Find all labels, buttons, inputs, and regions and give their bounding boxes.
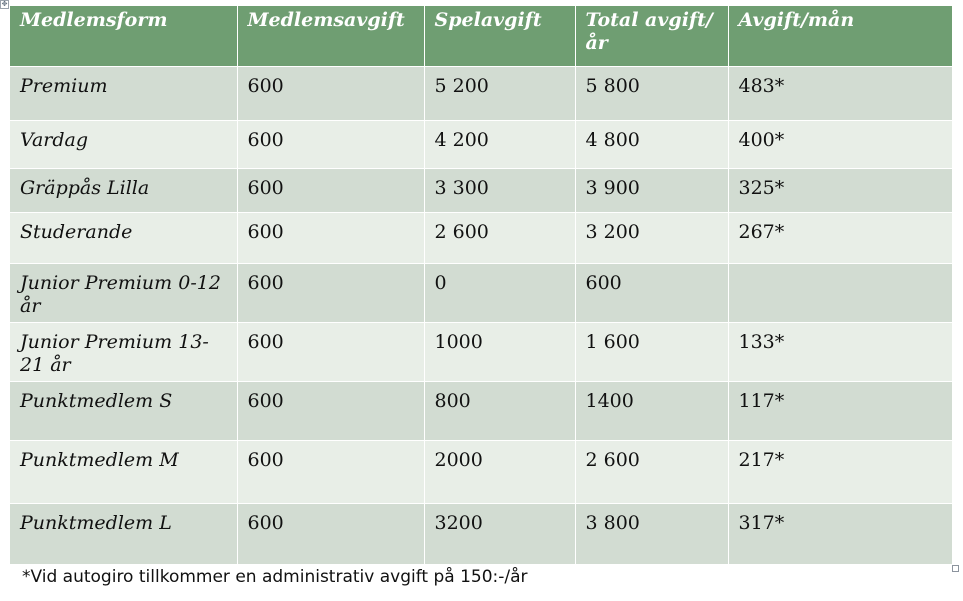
cell-medlemsavgift: 600: [237, 440, 425, 504]
cell-avgift-man: 400*: [728, 120, 952, 169]
cell-total-avgift: 3 900: [575, 168, 729, 213]
cell-spelavgift: 4 200: [424, 120, 576, 169]
table-row: Junior Premium 13-21 år 600 1000 1 600 1…: [10, 322, 952, 382]
cell-avgift-man: 267*: [728, 212, 952, 264]
cell-total-avgift: 1 600: [575, 322, 729, 382]
header-spelavgift: Spelavgift: [424, 6, 576, 67]
cell-spelavgift: 5 200: [424, 66, 576, 121]
table-row: Junior Premium 0-12 år 600 0 600: [10, 263, 952, 323]
cell-spelavgift: 3 300: [424, 168, 576, 213]
cell-medlemsavgift: 600: [237, 168, 425, 213]
cell-medlemsavgift: 600: [237, 120, 425, 169]
table-row: Vardag 600 4 200 4 800 400*: [10, 120, 952, 169]
table-resize-handle-icon[interactable]: [952, 565, 959, 572]
cell-medlemsavgift: 600: [237, 263, 425, 323]
cell-total-avgift: 5 800: [575, 66, 729, 121]
table-row: Punktmedlem L 600 3200 3 800 317*: [10, 503, 952, 565]
membership-fee-table: Medlemsform Medlemsavgift Spelavgift Tot…: [10, 6, 952, 565]
table-row: Studerande 600 2 600 3 200 267*: [10, 212, 952, 264]
cell-medlemsform: Vardag: [10, 120, 238, 169]
membership-fee-table-container: Medlemsform Medlemsavgift Spelavgift Tot…: [10, 6, 952, 565]
cell-medlemsavgift: 600: [237, 381, 425, 441]
header-medlemsform: Medlemsform: [10, 6, 238, 67]
table-move-handle-icon[interactable]: ✥: [0, 0, 9, 9]
cell-avgift-man: 325*: [728, 168, 952, 213]
cell-avgift-man: 483*: [728, 66, 952, 121]
table-row: Premium 600 5 200 5 800 483*: [10, 66, 952, 121]
cell-medlemsform: Punktmedlem S: [10, 381, 238, 441]
cell-total-avgift: 600: [575, 263, 729, 323]
table-row: Punktmedlem S 600 800 1400 117*: [10, 381, 952, 441]
cell-spelavgift: 2 600: [424, 212, 576, 264]
cell-spelavgift: 0: [424, 263, 576, 323]
cell-medlemsform: Junior Premium 13-21 år: [10, 322, 238, 382]
cell-medlemsform: Punktmedlem L: [10, 503, 238, 565]
footnote: *Vid autogiro tillkommer en administrati…: [22, 567, 528, 587]
cell-medlemsavgift: 600: [237, 212, 425, 264]
cell-spelavgift: 3200: [424, 503, 576, 565]
cell-spelavgift: 800: [424, 381, 576, 441]
cell-medlemsform: Junior Premium 0-12 år: [10, 263, 238, 323]
cell-total-avgift: 3 800: [575, 503, 729, 565]
cell-medlemsform: Gräppås Lilla: [10, 168, 238, 213]
cell-total-avgift: 4 800: [575, 120, 729, 169]
cell-medlemsavgift: 600: [237, 322, 425, 382]
cell-avgift-man: [728, 263, 952, 323]
cell-medlemsform: Premium: [10, 66, 238, 121]
cell-medlemsform: Studerande: [10, 212, 238, 264]
cell-avgift-man: 317*: [728, 503, 952, 565]
cell-avgift-man: 133*: [728, 322, 952, 382]
cell-spelavgift: 1000: [424, 322, 576, 382]
cell-total-avgift: 2 600: [575, 440, 729, 504]
cell-medlemsform: Punktmedlem M: [10, 440, 238, 504]
table-row: Punktmedlem M 600 2000 2 600 217*: [10, 440, 952, 504]
header-avgift-man: Avgift/mån: [728, 6, 952, 67]
cell-medlemsavgift: 600: [237, 503, 425, 565]
header-total-avgift: Total avgift/år: [575, 6, 729, 67]
cell-avgift-man: 217*: [728, 440, 952, 504]
table-header-row: Medlemsform Medlemsavgift Spelavgift Tot…: [10, 6, 952, 67]
cell-spelavgift: 2000: [424, 440, 576, 504]
table-row: Gräppås Lilla 600 3 300 3 900 325*: [10, 168, 952, 213]
cell-medlemsavgift: 600: [237, 66, 425, 121]
cell-total-avgift: 3 200: [575, 212, 729, 264]
header-medlemsavgift: Medlemsavgift: [237, 6, 425, 67]
cell-avgift-man: 117*: [728, 381, 952, 441]
cell-total-avgift: 1400: [575, 381, 729, 441]
